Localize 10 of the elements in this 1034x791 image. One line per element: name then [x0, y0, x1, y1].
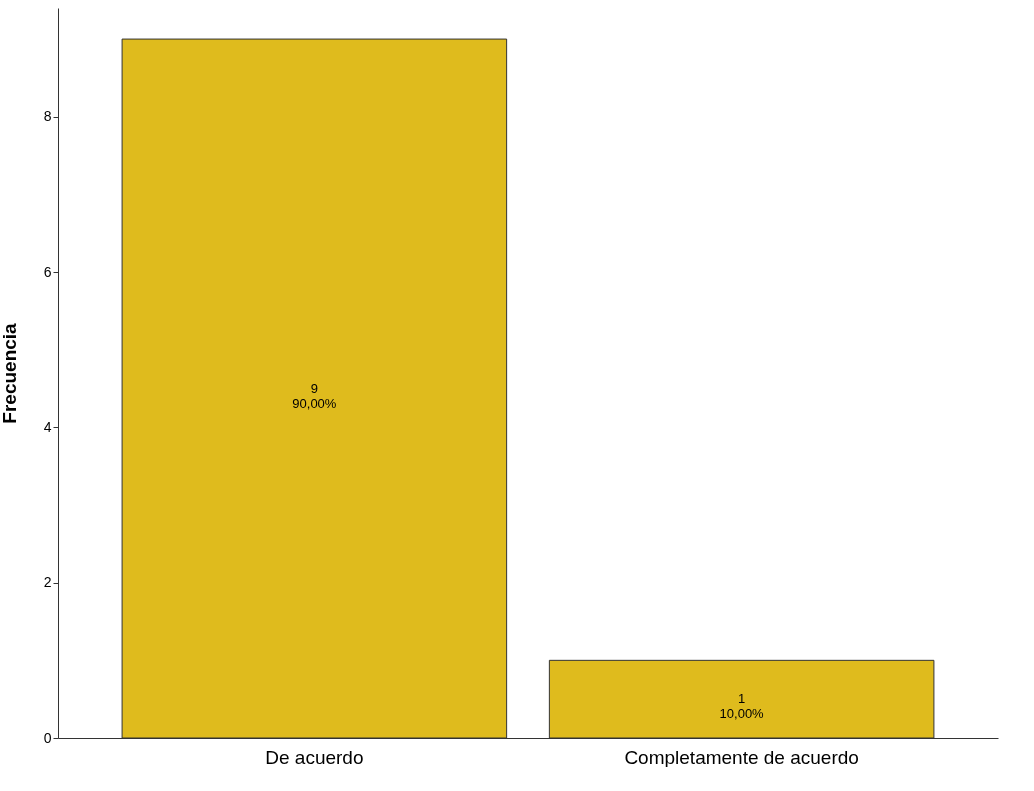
y-tick-label: 8 — [43, 108, 52, 125]
x-tick-label: Completamente de acuerdo — [624, 746, 859, 768]
y-tick-label: 0 — [43, 729, 52, 746]
data-label: 9 90,00% — [292, 380, 337, 411]
data-label: 1 10,00% — [719, 691, 765, 722]
y-tick-label: 6 — [43, 263, 52, 280]
y-tick-label: 4 — [43, 418, 52, 435]
x-tick-label: De acuerdo — [265, 746, 364, 768]
y-tick-label: 2 — [43, 574, 52, 591]
y-axis-title: Frecuencia — [0, 322, 20, 424]
